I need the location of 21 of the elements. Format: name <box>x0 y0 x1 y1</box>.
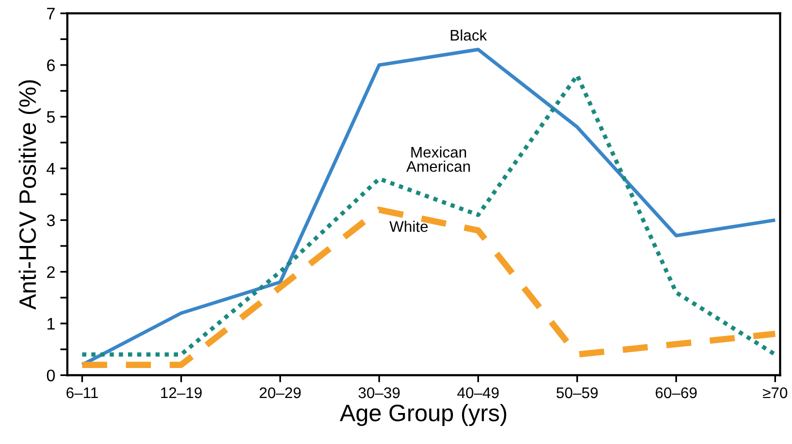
series-label: Mexican American <box>406 146 470 172</box>
x-tick-label: 30–39 <box>358 387 400 398</box>
x-tick-label: ≥70 <box>762 387 788 398</box>
x-tick-label: 20–29 <box>260 387 301 398</box>
y-tick-label: 0 <box>46 370 55 382</box>
y-tick-label: 6 <box>47 59 55 72</box>
y-tick-label: 2 <box>47 266 55 278</box>
y-tick-label: 5 <box>46 111 55 123</box>
y-tick-label: 1 <box>48 318 55 330</box>
y-tick-label: 7 <box>47 8 55 20</box>
x-tick-label: 50–59 <box>556 387 598 398</box>
y-tick-label: 3 <box>46 214 55 226</box>
x-tick-label: 40–49 <box>457 387 499 398</box>
y-axis-title: Anti-HCV Positive (%) <box>18 80 41 310</box>
x-tick-label: 6–11 <box>66 387 98 398</box>
x-axis-title: Age Group (yrs) <box>340 404 506 426</box>
series-label: Black <box>450 29 487 41</box>
x-tick-label: 12–19 <box>161 387 202 398</box>
x-tick-label: 60–69 <box>656 387 697 398</box>
series-label: White <box>389 220 428 232</box>
y-tick-label: 4 <box>46 162 56 174</box>
